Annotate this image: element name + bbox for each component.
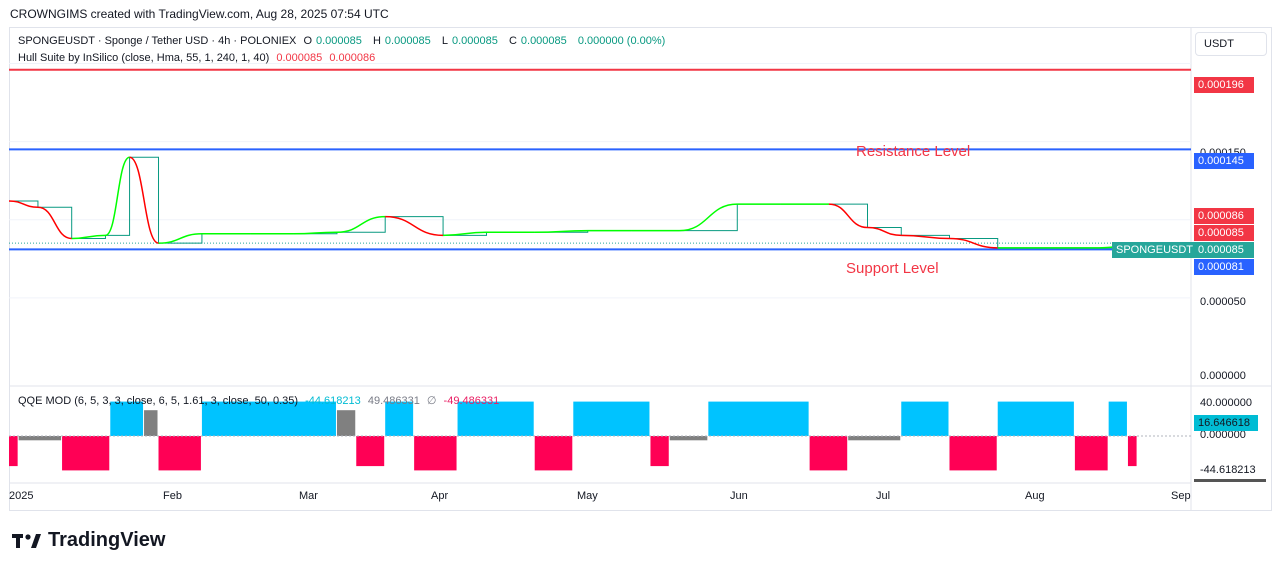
symbol-title[interactable]: SPONGEUSDT · Sponge / Tether USD · 4h · … bbox=[18, 35, 297, 47]
qqe-bar bbox=[949, 436, 997, 471]
qqe-title[interactable]: QQE MOD (6, 5, 3, 3, close, 6, 5, 1.61, … bbox=[18, 395, 299, 407]
hull-segment bbox=[37, 206, 72, 240]
qqe-tag-low: -44.618213 bbox=[1200, 464, 1256, 476]
price-series bbox=[8, 156, 1148, 249]
ohlc-high: H 0.000085 bbox=[372, 35, 431, 47]
ohlc-open: O 0.000085 bbox=[303, 35, 362, 47]
qqe-empty-icon: ∅ bbox=[426, 395, 437, 407]
price-tag-hull-2: 0.000085 bbox=[1194, 225, 1254, 241]
hull-segment bbox=[679, 203, 738, 232]
price-tag-resistance: 0.000145 bbox=[1194, 153, 1254, 169]
hull-value-1: 0.000085 bbox=[276, 52, 323, 64]
qqe-value-2: 49.486331 bbox=[367, 395, 420, 407]
qqe-tick: 40.000000 bbox=[1200, 397, 1252, 409]
hull-segment bbox=[901, 234, 950, 240]
hull-segment bbox=[336, 215, 386, 233]
hull-segment bbox=[443, 231, 487, 237]
qqe-bar bbox=[669, 436, 708, 441]
time-tick: Jun bbox=[730, 490, 748, 502]
time-tick: Sep bbox=[1171, 490, 1191, 502]
qqe-bar bbox=[18, 436, 62, 441]
resistance-annotation: Resistance Level bbox=[856, 143, 971, 160]
hull-segment bbox=[949, 237, 998, 249]
chart-frame bbox=[9, 27, 1272, 511]
hull-segment bbox=[105, 156, 130, 237]
qqe-bar bbox=[414, 436, 457, 471]
hull-segment bbox=[828, 203, 868, 229]
time-tick: 2025 bbox=[9, 490, 34, 502]
qqe-tag-value: 16.646618 bbox=[1194, 415, 1258, 431]
price-change: 0.000000 (0.00%) bbox=[577, 35, 666, 47]
qqe-bar bbox=[385, 401, 414, 436]
hull-segment bbox=[867, 226, 902, 237]
ohlc-close: C 0.000085 bbox=[508, 35, 567, 47]
hull-segment bbox=[158, 233, 202, 244]
qqe-axis-marker bbox=[1194, 479, 1266, 482]
qqe-bar bbox=[848, 436, 901, 441]
qqe-bar bbox=[573, 401, 650, 436]
qqe-bar bbox=[901, 401, 949, 436]
symbol-legend: SPONGEUSDT · Sponge / Tether USD · 4h · … bbox=[18, 35, 669, 47]
tradingview-logo-icon bbox=[12, 533, 41, 548]
chart-credit: CROWNGIMS created with TradingView.com, … bbox=[10, 7, 389, 21]
qqe-bar bbox=[997, 401, 1074, 436]
qqe-histogram bbox=[9, 401, 1191, 471]
grid bbox=[9, 62, 1191, 299]
qqe-bar bbox=[336, 410, 356, 436]
price-step-line bbox=[9, 156, 1148, 249]
qqe-bar bbox=[1074, 436, 1108, 471]
hull-legend: Hull Suite by InSilico (close, Hma, 55, … bbox=[18, 52, 379, 64]
hull-segment bbox=[8, 200, 38, 208]
price-tag-last: 0.000085 bbox=[1194, 242, 1254, 258]
hull-segment bbox=[129, 156, 159, 244]
time-tick: May bbox=[577, 490, 598, 502]
time-tick: Feb bbox=[163, 490, 182, 502]
hull-indicator-title[interactable]: Hull Suite by InSilico (close, Hma, 55, … bbox=[18, 52, 270, 64]
qqe-value-1: -44.618213 bbox=[305, 395, 361, 407]
hull-segment bbox=[71, 234, 106, 240]
time-tick: Aug bbox=[1025, 490, 1045, 502]
ohlc-low: L 0.000085 bbox=[441, 35, 498, 47]
qqe-bar bbox=[1127, 436, 1137, 467]
qqe-bar bbox=[62, 436, 110, 471]
qqe-bar bbox=[110, 401, 144, 436]
qqe-legend: QQE MOD (6, 5, 3, 3, close, 6, 5, 1.61, … bbox=[18, 394, 503, 407]
price-tick: 0.000000 bbox=[1200, 370, 1246, 382]
qqe-bar bbox=[809, 436, 848, 471]
price-tick: 0.000050 bbox=[1200, 296, 1246, 308]
price-tag-top: 0.000196 bbox=[1194, 77, 1254, 93]
time-tick: Jul bbox=[876, 490, 891, 502]
tradingview-logo[interactable]: TradingView bbox=[12, 529, 165, 552]
time-tick: Apr bbox=[431, 490, 449, 502]
horizontal-levels bbox=[9, 68, 1191, 251]
qqe-value-3: -49.486331 bbox=[443, 395, 500, 407]
time-tick: Mar bbox=[299, 490, 318, 502]
price-tag-support: 0.000081 bbox=[1194, 259, 1254, 275]
currency-button[interactable]: USDT bbox=[1195, 32, 1267, 56]
qqe-bar bbox=[1108, 401, 1127, 436]
hull-segment bbox=[293, 231, 337, 235]
qqe-bar bbox=[9, 436, 18, 467]
qqe-bar bbox=[650, 436, 669, 467]
support-annotation: Support Level bbox=[846, 260, 939, 277]
qqe-bar bbox=[457, 401, 534, 436]
qqe-bar bbox=[708, 401, 809, 436]
qqe-bar bbox=[201, 401, 336, 436]
qqe-bar bbox=[144, 410, 158, 436]
symbol-price-tag: SPONGEUSDT bbox=[1112, 242, 1198, 258]
hull-segment bbox=[534, 229, 588, 233]
qqe-bar bbox=[534, 436, 573, 471]
qqe-bar bbox=[158, 436, 201, 471]
price-tag-hull-1: 0.000086 bbox=[1194, 208, 1254, 224]
qqe-tick: 0.000000 bbox=[1200, 429, 1246, 441]
hull-segment bbox=[385, 215, 444, 237]
qqe-bar bbox=[356, 436, 385, 467]
hull-value-2: 0.000086 bbox=[329, 52, 376, 64]
